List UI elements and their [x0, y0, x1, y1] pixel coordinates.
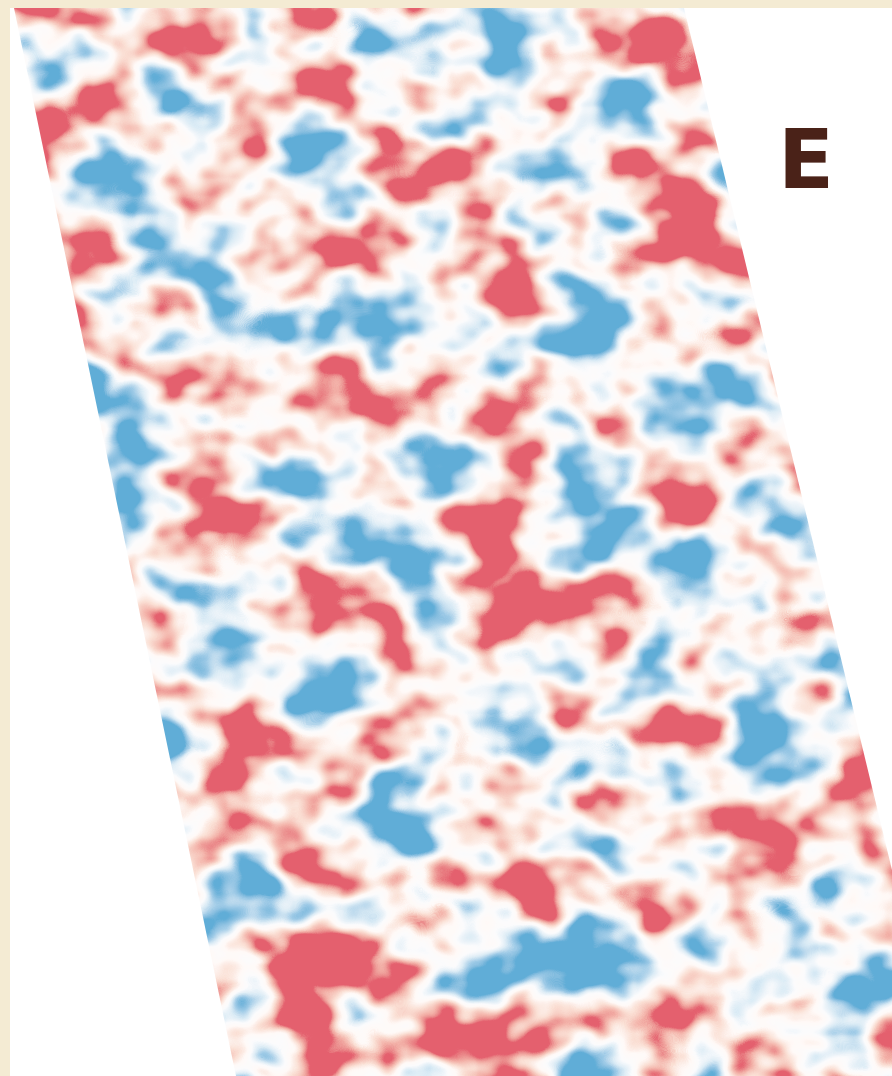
panel-label: E	[778, 113, 834, 208]
